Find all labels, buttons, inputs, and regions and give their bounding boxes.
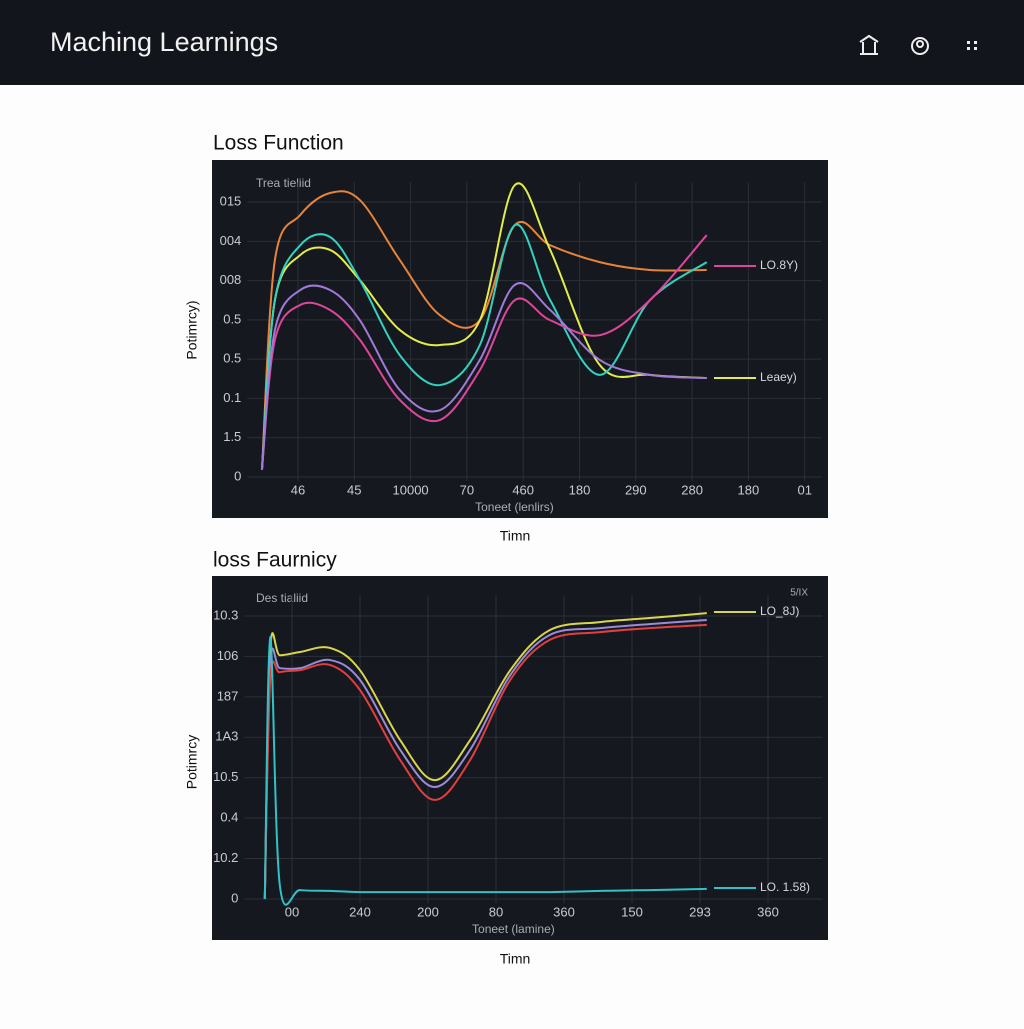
x-tick-label: 290 xyxy=(625,482,647,497)
x-tick-label: 460 xyxy=(512,482,534,497)
y-tick-label: 106 xyxy=(217,648,239,663)
x-tick-label: 240 xyxy=(349,904,371,919)
chart-title: loss Faurnicy xyxy=(213,549,337,572)
x-tick-label: 45 xyxy=(347,482,361,497)
legend-label: LO_8J) xyxy=(760,604,799,618)
x-tick-label: 150 xyxy=(621,904,643,919)
y-tick-label: 187 xyxy=(217,688,239,703)
x-tick-label: 10000 xyxy=(393,482,429,497)
y-tick-label: 015 xyxy=(220,193,242,208)
menu-icon[interactable] xyxy=(967,41,977,50)
x-tick-label: 360 xyxy=(553,904,575,919)
x-axis-label: Toneet (lenlirs) xyxy=(475,500,554,514)
y-axis-label: Potimrcy xyxy=(184,735,200,789)
series-line xyxy=(263,623,707,899)
x-tick-label: 200 xyxy=(417,904,439,919)
y-tick-label: 008 xyxy=(220,272,242,287)
y-tick-label: 0.5 xyxy=(223,351,241,366)
chart-panel xyxy=(212,576,828,940)
x-tick-label: 00 xyxy=(285,904,299,919)
legend-label: LO.8Y) xyxy=(760,258,798,272)
x-axis-label: Toneet (lamine) xyxy=(472,922,555,936)
chart-note: 5/IX xyxy=(790,588,808,599)
y-tick-label: 0 xyxy=(231,890,238,905)
legend-label: LO. 1.58) xyxy=(760,880,810,894)
y-tick-label: 10.3 xyxy=(213,607,238,622)
chart-caption: Timn xyxy=(500,528,531,544)
x-tick-label: 70 xyxy=(460,482,474,497)
y-tick-label: 1A3 xyxy=(215,729,238,744)
header-title: Maching Learnings xyxy=(50,27,278,57)
y-axis-label: Potimrcy) xyxy=(184,300,200,359)
chart-subtitle: Trea tieliid xyxy=(256,176,311,190)
y-tick-label: 0 xyxy=(234,468,241,483)
y-tick-label: 0.4 xyxy=(220,810,238,825)
y-tick-label: 0.1 xyxy=(223,390,241,405)
y-tick-label: 10.5 xyxy=(213,769,238,784)
x-tick-label: 46 xyxy=(291,482,305,497)
home-icon[interactable] xyxy=(859,34,879,55)
x-tick-label: 180 xyxy=(569,482,591,497)
series-line xyxy=(260,282,707,470)
series-line xyxy=(260,234,708,471)
series-line xyxy=(260,182,707,470)
series-line xyxy=(260,223,708,470)
y-tick-label: 0.5 xyxy=(223,311,241,326)
series-line xyxy=(263,612,707,899)
chart-panel xyxy=(212,160,828,518)
x-tick-label: 01 xyxy=(797,482,811,497)
chart-title: Loss Function xyxy=(213,132,344,155)
chart-subtitle: Des tialiid xyxy=(256,591,308,605)
legend-label: Leaey) xyxy=(760,370,797,384)
series-line xyxy=(260,190,707,470)
x-tick-label: 360 xyxy=(757,904,779,919)
x-tick-label: 180 xyxy=(738,482,760,497)
x-tick-label: 80 xyxy=(489,904,503,919)
header-bar xyxy=(0,0,1024,85)
series-line xyxy=(263,619,707,899)
y-tick-label: 004 xyxy=(220,233,242,248)
user-icon[interactable] xyxy=(911,37,929,55)
x-tick-label: 293 xyxy=(689,904,711,919)
chart-caption: Timn xyxy=(500,951,531,967)
series-line xyxy=(263,636,707,906)
y-tick-label: 10.2 xyxy=(213,850,238,865)
x-tick-label: 280 xyxy=(681,482,703,497)
y-tick-label: 1.5 xyxy=(223,429,241,444)
